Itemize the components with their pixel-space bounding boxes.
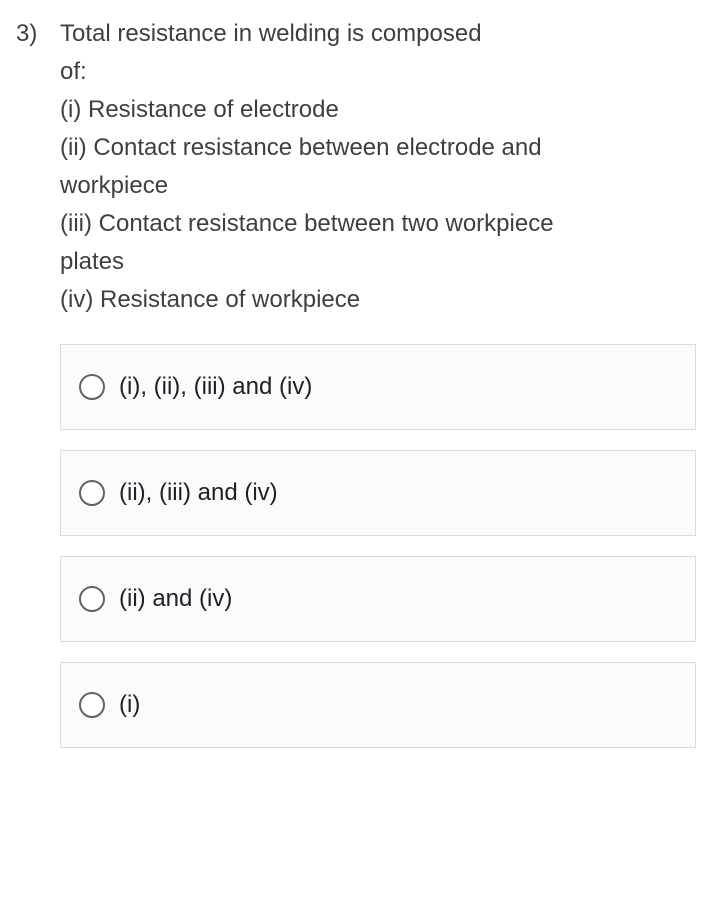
stem-line: (ii) Contact resistance between electrod… <box>60 130 696 166</box>
question-block: 3) Total resistance in welding is compos… <box>16 16 696 320</box>
radio-icon <box>79 374 105 400</box>
question-number: 3) <box>16 16 60 52</box>
option-a[interactable]: (i), (ii), (iii) and (iv) <box>60 344 696 430</box>
radio-icon <box>79 692 105 718</box>
stem-line: (iv) Resistance of workpiece <box>60 282 696 318</box>
stem-line: plates <box>60 244 696 280</box>
option-c[interactable]: (ii) and (iv) <box>60 556 696 642</box>
option-label: (i), (ii), (iii) and (iv) <box>119 369 312 405</box>
option-label: (i) <box>119 687 140 723</box>
stem-line: workpiece <box>60 168 696 204</box>
option-label: (ii) and (iv) <box>119 581 232 617</box>
option-b[interactable]: (ii), (iii) and (iv) <box>60 450 696 536</box>
question-stem: Total resistance in welding is composed … <box>60 16 696 320</box>
stem-line: (iii) Contact resistance between two wor… <box>60 206 696 242</box>
option-d[interactable]: (i) <box>60 662 696 748</box>
options-list: (i), (ii), (iii) and (iv) (ii), (iii) an… <box>60 344 696 748</box>
radio-icon <box>79 480 105 506</box>
stem-line: Total resistance in welding is composed <box>60 16 696 52</box>
option-label: (ii), (iii) and (iv) <box>119 475 278 511</box>
radio-icon <box>79 586 105 612</box>
stem-line: (i) Resistance of electrode <box>60 92 696 128</box>
stem-line: of: <box>60 54 696 90</box>
